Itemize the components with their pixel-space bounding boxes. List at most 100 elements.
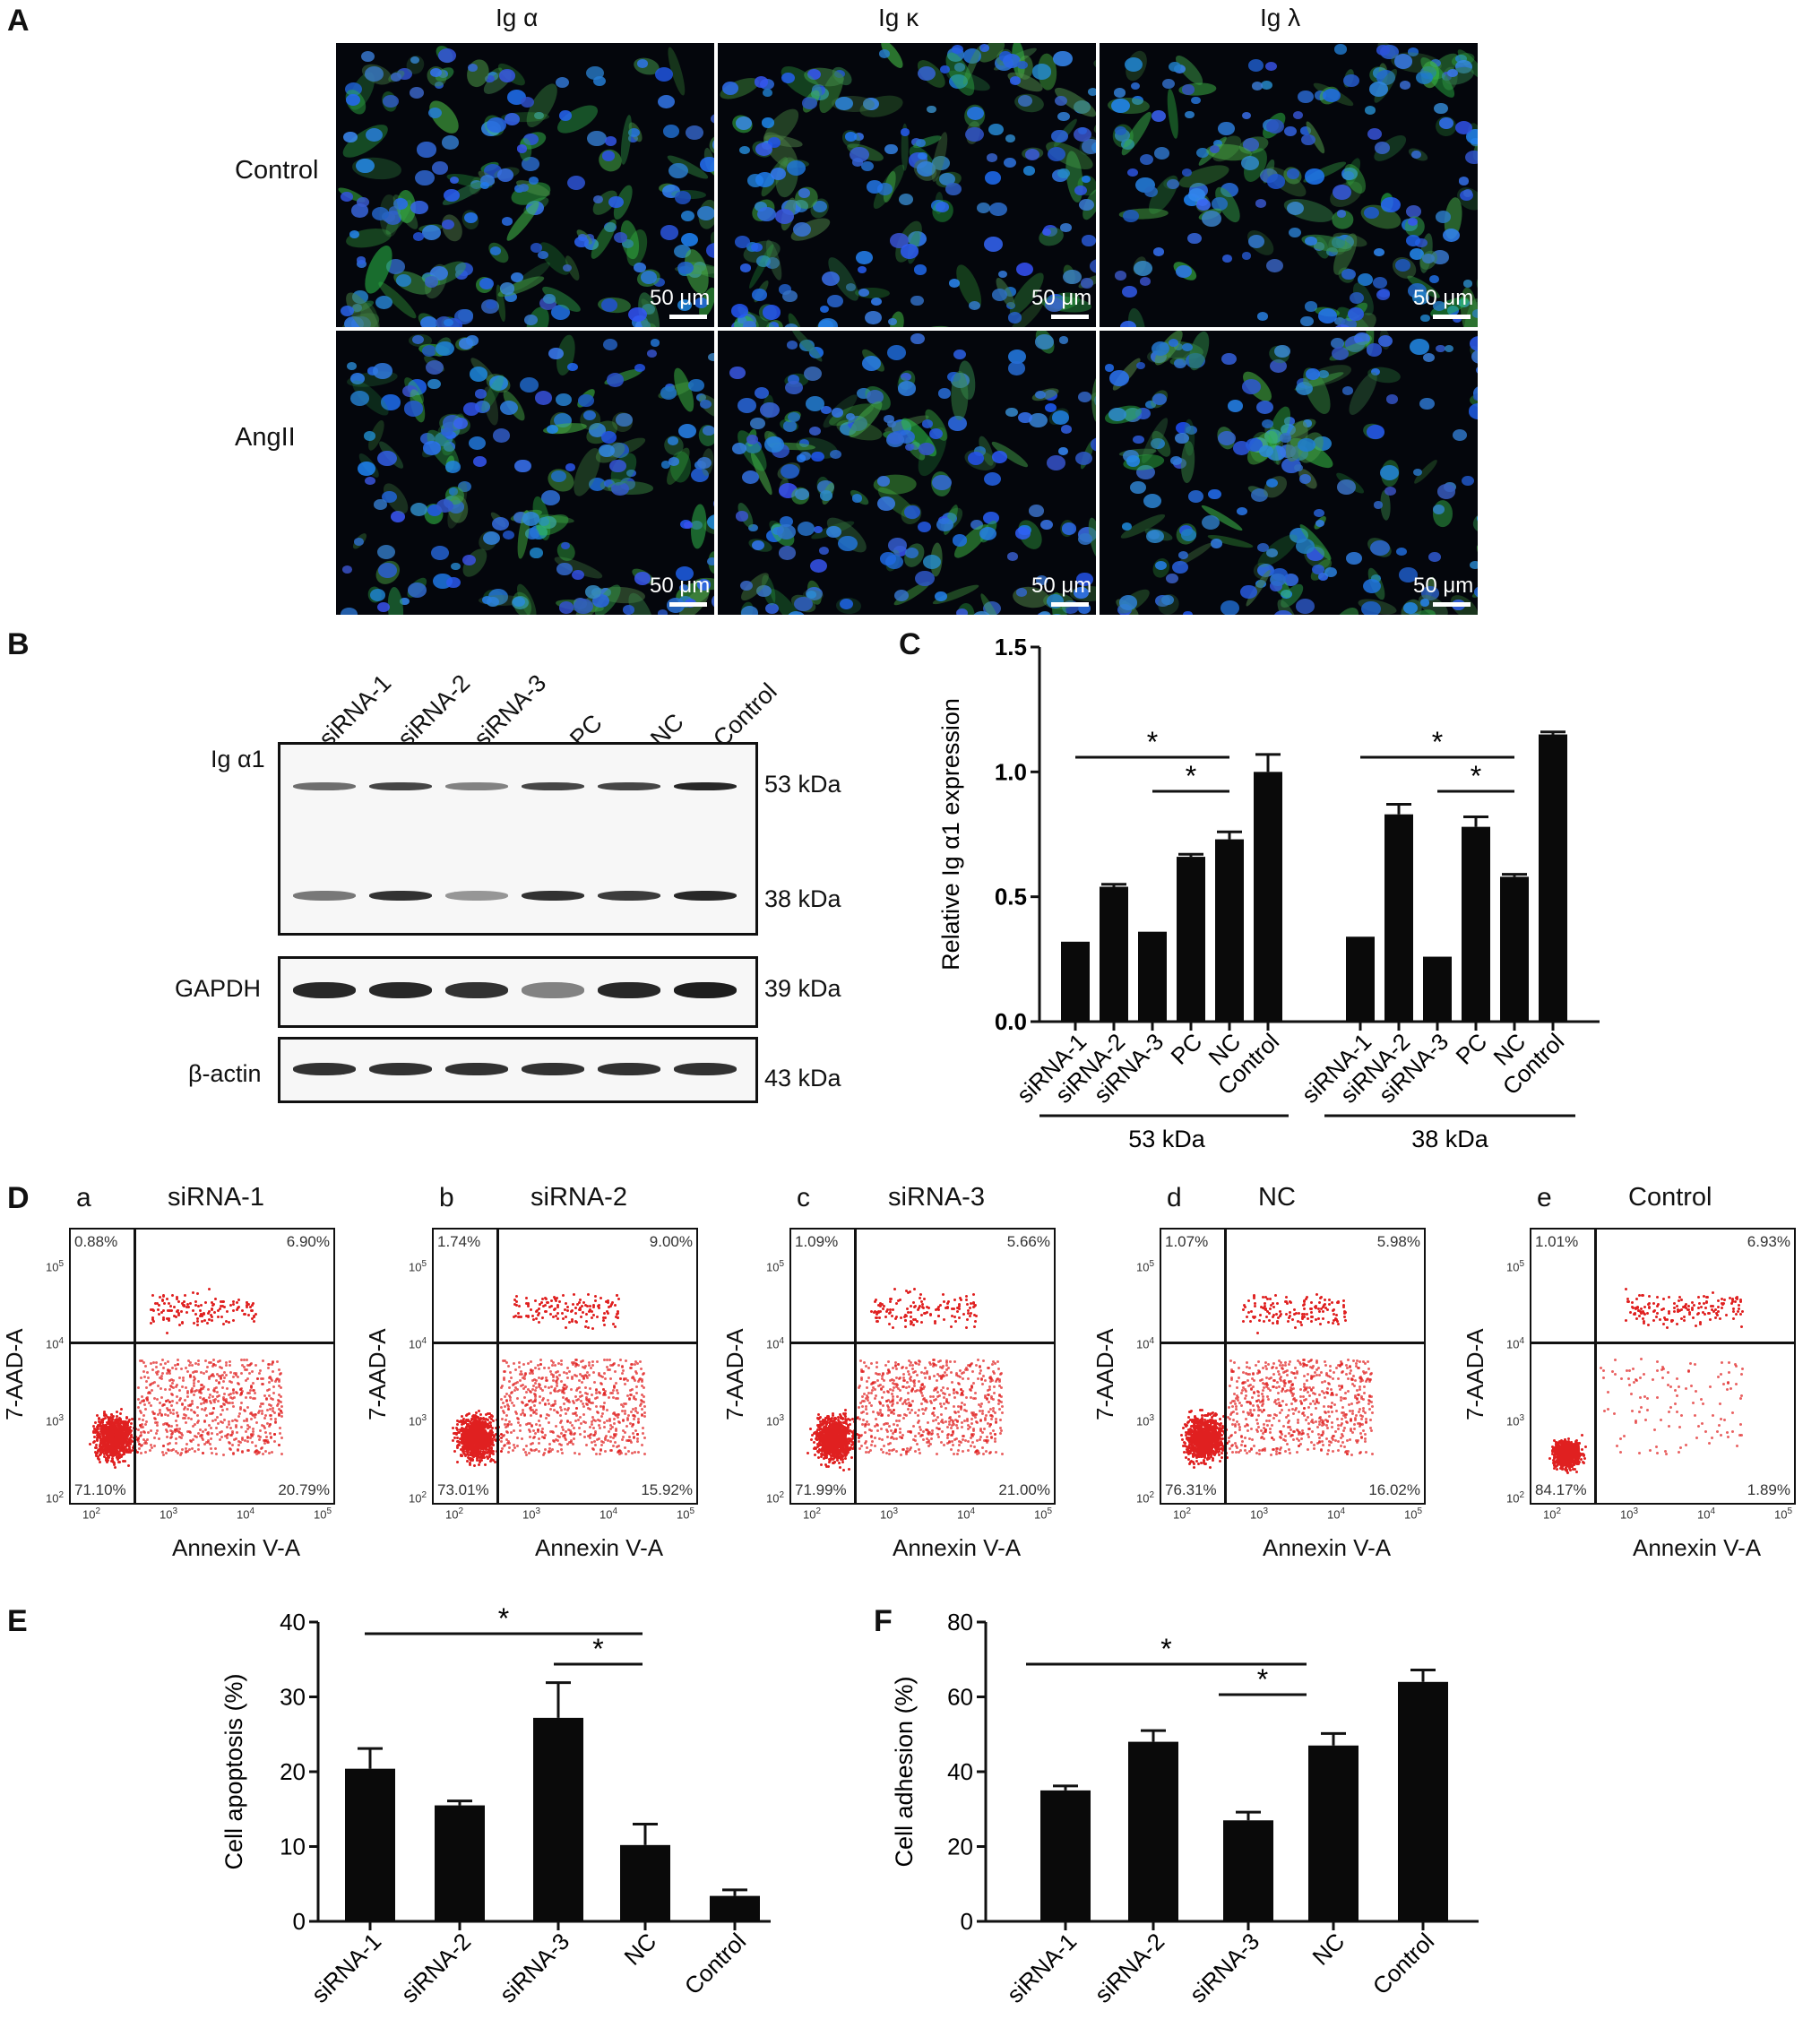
event-dot — [246, 1417, 249, 1420]
event-dot — [192, 1437, 195, 1441]
event-dot — [100, 1445, 104, 1449]
event-dot — [524, 1314, 528, 1317]
event-dot — [124, 1440, 127, 1444]
lane-label-sirna-2: siRNA-2 — [392, 669, 476, 753]
event-dot — [186, 1407, 189, 1411]
lane-label-sirna-3: siRNA-3 — [469, 669, 552, 753]
x-tick-label: 104 — [1327, 1506, 1346, 1522]
event-dot — [157, 1413, 160, 1417]
event-dot — [257, 1435, 261, 1438]
event-dot — [114, 1433, 117, 1437]
event-dot — [118, 1447, 121, 1451]
event-dot — [181, 1434, 185, 1437]
event-dot — [217, 1375, 220, 1378]
event-dot — [102, 1455, 106, 1459]
event-dot — [245, 1420, 248, 1423]
event-dot — [140, 1425, 143, 1428]
event-dot — [237, 1439, 240, 1443]
event-dot — [274, 1417, 278, 1420]
event-dot — [581, 1359, 584, 1362]
event-dot — [166, 1407, 169, 1411]
event-dot — [247, 1364, 251, 1368]
event-dot — [564, 1302, 567, 1306]
event-dot — [108, 1428, 111, 1432]
event-dot — [577, 1419, 581, 1422]
event-dot — [215, 1390, 219, 1394]
event-dot — [176, 1394, 179, 1398]
event-dot — [537, 1376, 540, 1379]
bar-sirna-3 — [533, 1717, 583, 1921]
event-dot — [99, 1439, 102, 1443]
event-dot — [189, 1361, 193, 1365]
event-dot — [164, 1451, 168, 1454]
event-dot — [188, 1448, 192, 1452]
event-dot — [593, 1429, 597, 1433]
event-dot — [210, 1375, 213, 1378]
event-dot — [543, 1367, 547, 1370]
event-dot — [817, 1432, 821, 1436]
event-dot — [138, 1443, 142, 1446]
event-dot — [104, 1458, 108, 1462]
event-dot — [504, 1359, 507, 1362]
event-dot — [211, 1364, 215, 1368]
event-dot — [218, 1359, 221, 1362]
event-dot — [112, 1429, 116, 1433]
event-dot — [241, 1436, 245, 1439]
bar-sirna-2 — [1384, 814, 1413, 1022]
event-dot — [141, 1425, 144, 1428]
event-dot — [155, 1420, 159, 1424]
event-dot — [240, 1386, 244, 1390]
event-dot — [259, 1447, 263, 1451]
event-dot — [501, 1447, 505, 1451]
event-dot — [156, 1429, 160, 1433]
event-dot — [168, 1309, 171, 1313]
event-dot — [512, 1428, 515, 1432]
event-dot — [626, 1416, 630, 1420]
event-dot — [136, 1386, 140, 1390]
event-dot — [164, 1388, 168, 1392]
event-dot — [467, 1411, 470, 1415]
event-dot — [270, 1417, 273, 1420]
event-dot — [175, 1442, 178, 1445]
bar-control — [710, 1895, 760, 1921]
event-dot — [175, 1437, 178, 1440]
event-dot — [229, 1426, 233, 1429]
event-dot — [117, 1437, 121, 1441]
event-dot — [120, 1445, 124, 1448]
event-dot — [263, 1394, 266, 1398]
event-dot — [162, 1444, 166, 1447]
event-dot — [823, 1456, 826, 1460]
bar-nc — [1308, 1745, 1359, 1921]
event-dot — [141, 1400, 144, 1403]
event-dot — [267, 1425, 271, 1428]
event-dot — [828, 1445, 832, 1449]
event-dot — [209, 1360, 212, 1364]
event-dot — [833, 1461, 837, 1464]
event-dot — [104, 1444, 108, 1447]
event-dot — [479, 1412, 482, 1416]
event-dot — [489, 1458, 493, 1462]
significance-star: * — [1432, 726, 1443, 758]
event-dot — [156, 1307, 160, 1311]
event-dot — [103, 1445, 107, 1449]
event-dot — [582, 1311, 585, 1315]
event-dot — [99, 1420, 103, 1424]
x-tick-label: 105 — [314, 1506, 332, 1522]
event-dot — [589, 1386, 592, 1390]
event-dot — [538, 1423, 541, 1427]
event-dot — [157, 1370, 160, 1374]
event-dot — [836, 1421, 840, 1425]
event-dot — [155, 1423, 159, 1427]
event-dot — [582, 1300, 585, 1304]
event-dot — [125, 1416, 129, 1420]
event-dot — [136, 1437, 140, 1440]
event-dot — [124, 1460, 127, 1463]
event-dot — [274, 1380, 278, 1384]
flow-y-label: 7-AAD-A — [1091, 1328, 1118, 1420]
event-dot — [104, 1429, 108, 1433]
event-dot — [192, 1308, 195, 1312]
band-beta-actin — [522, 1063, 584, 1075]
event-dot — [534, 1299, 538, 1303]
bar-pc — [1462, 826, 1490, 1022]
